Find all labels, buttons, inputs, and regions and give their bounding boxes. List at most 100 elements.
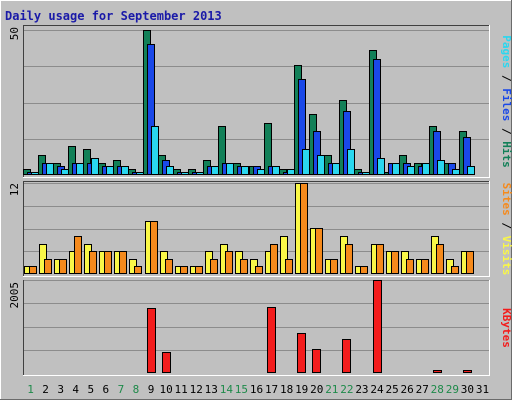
x-tick-label: 14 [220,383,234,396]
bar-sites-day-5 [89,251,97,274]
panel-hits_files_pages: 50 Pages / Files / Hits [8,25,512,178]
bar-sites-day-30 [466,251,474,274]
x-tick-label: 27 [416,383,429,396]
bar-sites-day-27 [421,259,429,274]
bar-sites-day-4 [74,236,82,274]
series-pages [31,126,475,175]
bar-pages-day-21 [332,163,340,175]
series-kbytes [147,280,472,373]
bar-pages-day-18 [287,169,295,175]
bar-kbytes-day-22 [342,339,351,373]
bar-sites-day-13 [210,259,218,274]
series-visits [24,183,469,274]
bar-pages-day-24 [377,158,385,175]
bar-sites-day-29 [451,266,459,274]
panel-visits_sites: 12 Sites / Visits [8,181,512,277]
x-tick-label: 12 [190,383,203,396]
bar-pages-day-12 [196,172,204,175]
bar-sites-day-21 [330,259,338,274]
x-tick-label: 22 [340,383,353,396]
bar-pages-day-26 [407,166,415,175]
x-tick-label: 18 [280,383,293,396]
x-tick-label: 20 [310,383,323,396]
bar-sites-day-17 [270,244,278,274]
bar-sites-day-2 [44,259,52,274]
side-legend-visits_sites: Sites / Visits [500,183,512,276]
y-axis-max-label: 12 [8,183,21,196]
bar-sites-day-12 [195,266,203,274]
x-tick-label: 13 [205,383,218,396]
bar-kbytes-day-24 [373,280,382,373]
series-sites [29,183,474,274]
bar-pages-day-25 [392,163,400,175]
x-tick-label: 17 [265,383,278,396]
x-tick-label: 28 [431,383,444,396]
y-axis-max-label: 50 [8,27,21,40]
x-tick-label: 4 [72,383,79,396]
y-axis-max-label: 2005 [8,282,21,309]
bar-sites-day-15 [240,259,248,274]
bar-pages-day-17 [272,166,280,175]
legend-separator: / [500,216,512,236]
bar-sites-day-14 [225,251,233,274]
bar-sites-day-24 [376,244,384,274]
x-tick-label: 1 [27,383,34,396]
bar-pages-day-20 [317,155,325,175]
legend-kbytes: KBytes [500,308,512,348]
panel-background [23,25,490,178]
bar-sites-day-18 [285,259,293,274]
bar-files-day-24 [373,59,381,175]
x-tick-label: 23 [355,383,368,396]
x-tick-label: 11 [175,383,188,396]
bar-sites-day-1 [29,266,37,274]
bar-pages-day-23 [362,172,370,175]
bar-pages-day-14 [226,163,234,175]
bar-pages-day-11 [181,172,189,175]
side-legend-kbytes: KBytes [500,308,512,348]
bar-pages-day-27 [422,163,430,175]
bar-pages-day-7 [121,166,129,175]
bar-pages-day-29 [452,169,460,175]
legend-hits: Hits [500,141,512,168]
bar-sites-day-22 [345,244,353,274]
bar-pages-day-3 [61,169,69,175]
bar-pages-day-10 [166,166,174,175]
bar-sites-day-8 [134,266,142,274]
bar-sites-day-19 [300,183,308,274]
x-tick-label: 15 [235,383,248,396]
bar-kbytes-day-30 [463,370,472,373]
bar-pages-day-15 [241,166,249,175]
bar-pages-day-16 [257,169,265,175]
bar-kbytes-day-28 [433,370,442,373]
x-tick-label: 3 [57,383,64,396]
bar-sites-day-11 [180,266,188,274]
bar-sites-day-26 [406,259,414,274]
bar-sites-day-9 [150,221,158,274]
side-legend-hits_files_pages: Pages / Files / Hits [500,35,512,168]
panel-kbytes: 2005 KBytes [8,280,512,376]
bar-sites-day-10 [165,259,173,274]
x-tick-label: 29 [446,383,459,396]
x-tick-label: 25 [385,383,398,396]
chart-panels: 50 Pages / Files / Hits 12 Sites / Visits 20… [8,25,512,376]
bar-sites-day-25 [391,251,399,274]
bar-pages-day-1 [31,172,39,175]
x-tick-label: 2 [42,383,49,396]
bar-pages-day-19 [302,149,310,175]
bar-sites-day-23 [360,266,368,274]
x-tick-label: 30 [461,383,474,396]
bar-pages-day-5 [91,158,99,175]
bar-sites-day-28 [436,244,444,274]
bar-kbytes-day-9 [147,308,156,373]
bar-sites-day-20 [315,228,323,274]
legend-files: Files [500,88,512,121]
x-tick-label: 9 [148,383,155,396]
bar-pages-day-4 [76,163,84,175]
bar-sites-day-3 [59,259,67,274]
x-tick-label: 24 [370,383,384,396]
bar-pages-day-2 [46,163,54,175]
x-tick-label: 7 [118,383,125,396]
bar-kbytes-day-10 [162,352,171,373]
